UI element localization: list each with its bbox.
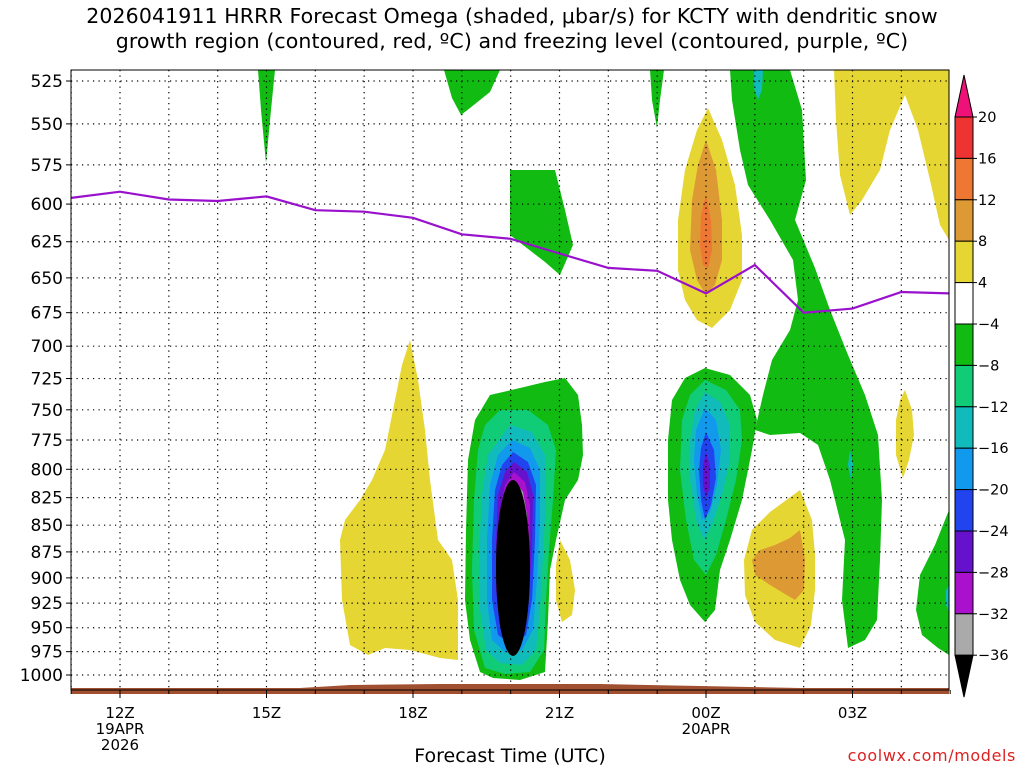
omega-shade (340, 340, 458, 660)
colorbar-label: −20 (978, 483, 1009, 499)
chart-title: 2026041911 HRRR Forecast Omega (shaded, … (0, 4, 1024, 54)
colorbar-bin (954, 364, 974, 408)
y-tick-label: 775 (31, 431, 63, 451)
x-tick-label: 21Z (545, 704, 574, 722)
omega-shade (496, 480, 530, 656)
colorbar-label: −16 (978, 441, 1009, 457)
colorbar-label: 12 (978, 193, 996, 209)
omega-shade (834, 70, 949, 240)
omega-shade (258, 70, 275, 163)
colorbar-label: 4 (978, 276, 987, 292)
omega-shade (752, 530, 805, 600)
x-tick-label: 03Z (838, 704, 867, 722)
y-tick-label: 525 (31, 72, 63, 92)
omega-shade (730, 70, 882, 648)
colorbar-label: −32 (978, 607, 1009, 623)
grid (71, 70, 949, 690)
colorbar-label: 16 (978, 151, 996, 167)
colorbar-bin (954, 571, 974, 615)
colorbar-bin (954, 157, 974, 201)
colorbar-bin (954, 74, 974, 118)
omega-shade (444, 70, 500, 115)
y-tick-label: 725 (31, 370, 63, 390)
y-tick-label: 850 (31, 516, 63, 536)
colorbar-bin (954, 240, 974, 284)
colorbar-bin (954, 447, 974, 491)
colorbar-label: 20 (978, 110, 996, 126)
omega-shade (946, 585, 949, 612)
y-tick-label: 550 (31, 115, 63, 135)
ground-surface (71, 684, 949, 694)
colorbar-label: −36 (978, 648, 1009, 664)
colorbar-bin (954, 406, 974, 449)
colorbar-bin (954, 489, 974, 532)
x-tick-label: 2026 (101, 736, 139, 754)
x-tick-label: 18Z (398, 704, 427, 722)
y-tick-label: 750 (31, 401, 63, 421)
omega-shade (896, 390, 914, 478)
colorbar-label: −4 (978, 317, 999, 333)
omega-shade (754, 70, 763, 100)
source-credit: coolwx.com/models (847, 746, 1016, 765)
y-tick-label: 875 (31, 543, 63, 563)
omega-shade (556, 540, 575, 622)
x-tick-label: 00Z (691, 704, 720, 722)
y-tick-label: 650 (31, 269, 63, 289)
y-axis: 525 550 575 600 625 650 675 700 725 750 775 800 825 8… (20, 72, 71, 686)
y-tick-label: 950 (31, 619, 63, 639)
x-tick-label: 15Z (252, 704, 281, 722)
y-tick-label: 825 (31, 489, 63, 509)
plot-frame (70, 69, 950, 691)
colorbar-label: −24 (978, 524, 1009, 540)
colorbar-bin (954, 199, 974, 242)
omega-shading (258, 70, 949, 680)
omega-shade (916, 510, 949, 655)
y-tick-label: 1000 (20, 666, 63, 686)
colorbar-label: −8 (978, 358, 999, 374)
y-tick-label: 675 (31, 304, 63, 324)
colorbar-bin (954, 654, 974, 698)
y-tick-label: 600 (31, 195, 63, 215)
y-tick-label: 975 (31, 643, 63, 663)
omega-shade (650, 70, 664, 128)
freezing-level-line (71, 190, 949, 314)
omega-shade (848, 450, 853, 480)
x-tick-label: 12Z (105, 704, 134, 722)
y-tick-label: 800 (31, 460, 63, 480)
title-line-2: growth region (contoured, red, ºC) and f… (115, 29, 909, 53)
colorbar-bin (954, 530, 974, 573)
omega-shade (703, 452, 710, 498)
colorbar-bin (954, 613, 974, 656)
colorbar-bin (954, 116, 974, 159)
y-tick-label: 625 (31, 233, 63, 253)
y-tick-label: 575 (31, 156, 63, 176)
x-tick-label: 20APR (682, 720, 731, 738)
y-tick-label: 925 (31, 594, 63, 614)
colorbar-bin (954, 323, 974, 366)
x-tick-label: 19APR (96, 720, 145, 738)
colorbar-label: −12 (978, 400, 1009, 416)
omega-shade (700, 195, 712, 268)
omega-shade (510, 170, 573, 275)
title-line-1: 2026041911 HRRR Forecast Omega (shaded, … (86, 4, 938, 28)
colorbar-bin (954, 282, 974, 325)
colorbar-label: 8 (978, 234, 987, 250)
y-tick-label: 900 (31, 569, 63, 589)
colorbar-label: −28 (978, 565, 1009, 581)
y-tick-label: 700 (31, 337, 63, 357)
x-axis-label: Forecast Time (UTC) (414, 745, 606, 767)
colorbar: 20 16 12 8 4 −4 −8 −12 −16 −20 −24 −28 −32 −36 (954, 74, 1009, 698)
